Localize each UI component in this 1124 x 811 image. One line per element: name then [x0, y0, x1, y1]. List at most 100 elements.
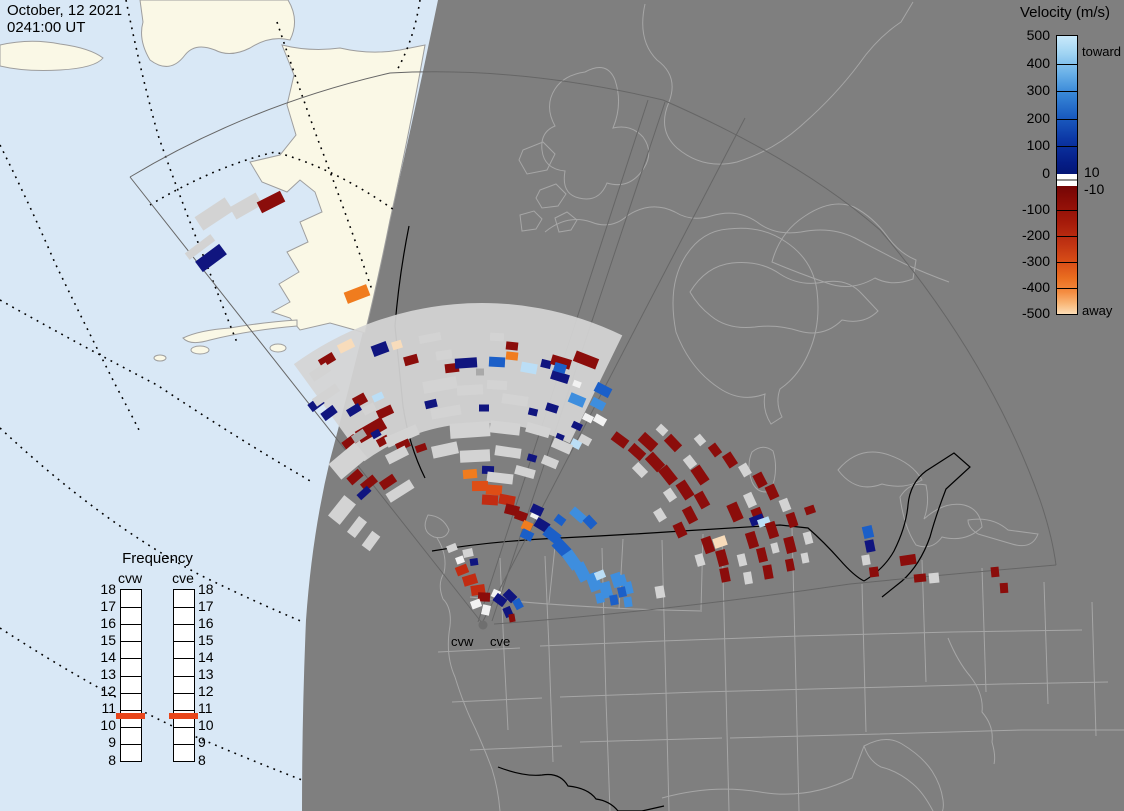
frequency-cell [174, 641, 194, 658]
velocity-cell [501, 393, 529, 407]
velocity-cell [719, 567, 731, 583]
velocity-cell [346, 516, 368, 538]
velocity-cell [498, 493, 516, 507]
frequency-cell [174, 624, 194, 641]
velocity-cell [489, 332, 505, 342]
frequency-cell [174, 607, 194, 624]
map-site-label-cve: cve [490, 634, 511, 649]
velocity-cell [999, 582, 1009, 594]
velocity-cell [454, 563, 470, 577]
land-chukotka-west [0, 40, 104, 71]
velocity-legend-title: Velocity (m/s) [1019, 4, 1110, 21]
velocity-cell [577, 433, 593, 447]
velocity-cell [345, 402, 363, 418]
velocity-cell [681, 505, 699, 525]
frequency-tick-right-13: 13 [198, 666, 214, 682]
velocity-cell [461, 573, 479, 587]
frequency-tick-right-12: 12 [198, 683, 214, 700]
velocity-cell [385, 479, 415, 503]
coast-foxe-basin [689, 262, 879, 334]
coast-arctic-islet-3 [519, 210, 543, 232]
velocity-cell [675, 479, 695, 501]
colorbar-away-gradient [1057, 186, 1077, 314]
velocity-cell [229, 192, 263, 220]
frequency-tick-left-18: 18 [100, 580, 116, 597]
velocity-cell [529, 503, 545, 517]
velocity-tick-300: 300 [1026, 82, 1050, 99]
border-us-mexico [497, 766, 665, 811]
fan-outer-arc [129, 71, 1057, 566]
velocity-cell [593, 569, 607, 581]
velocity-cell [784, 558, 796, 572]
colorbar-toward-gradient [1057, 36, 1077, 174]
radar-site-dot [478, 620, 488, 630]
coast-hudson-bay [672, 227, 819, 425]
velocity-cell [662, 487, 678, 503]
velocity-cell [454, 357, 478, 369]
velocity-cell [184, 234, 216, 260]
velocity-cell [486, 379, 508, 391]
velocity-cell [581, 412, 595, 424]
velocity-cell [762, 564, 774, 580]
velocity-cell [481, 494, 499, 506]
colorbar-tickline-400 [1057, 63, 1077, 65]
velocity-cell [553, 513, 567, 527]
velocity-cell [627, 442, 647, 462]
velocity-cell [861, 525, 875, 539]
colorbar-tickline--300 [1057, 261, 1077, 263]
velocity-cell [489, 420, 521, 436]
velocity-cell [545, 402, 559, 414]
frequency-tick-left-12: 12 [100, 683, 116, 700]
velocity-tick-200: 200 [1026, 109, 1050, 126]
velocity-cell [350, 428, 368, 444]
velocity-cell [672, 521, 688, 539]
coast-pacific [436, 537, 501, 811]
province-borders [469, 533, 704, 612]
velocity-tick-0: 0 [1042, 165, 1050, 181]
velocity-cell [592, 413, 608, 427]
velocity-cell [256, 190, 286, 214]
velocity-cell [418, 332, 442, 344]
frequency-tick-right-17: 17 [198, 597, 214, 614]
velocity-cell [414, 442, 428, 454]
velocity-cell [356, 485, 372, 501]
velocity-cell [589, 396, 607, 412]
velocity-tick-100: 100 [1026, 137, 1050, 154]
velocity-tick-400: 400 [1026, 54, 1050, 71]
velocity-cell [764, 520, 780, 540]
frequency-tick-left-14: 14 [100, 648, 116, 665]
velocity-cell [361, 530, 381, 552]
velocity-cell [928, 572, 940, 584]
lake-michigan-huron [899, 483, 983, 548]
velocity-data-cells [184, 190, 1009, 623]
fan-west-edge [129, 176, 483, 624]
velocity-cell [693, 490, 711, 510]
frequency-cell [174, 675, 194, 693]
frequency-cell [174, 658, 194, 675]
fan-east-bottom-edge [493, 564, 1057, 625]
velocity-cell [868, 566, 880, 578]
colorbar-tickline--200 [1057, 235, 1077, 237]
velocity-cell [990, 566, 1000, 578]
frequency-cell [174, 726, 194, 744]
coast-gulf [661, 745, 865, 799]
velocity-cell [550, 437, 574, 455]
velocity-cell [540, 454, 560, 470]
frequency-tick-left-10: 10 [100, 717, 116, 734]
velocity-cell [617, 586, 627, 598]
velocity-cell [542, 525, 562, 545]
velocity-cell [469, 598, 483, 610]
coast-atlantic [947, 637, 996, 765]
velocity-cell [311, 383, 341, 407]
velocity-cell [492, 592, 508, 608]
velocity-cell [595, 592, 605, 604]
frequency-tick-left-9: 9 [108, 734, 116, 751]
night-coastlines [424, 1, 1124, 811]
velocity-cell [527, 407, 539, 417]
velocity-cell [512, 597, 524, 611]
velocity-cell [480, 604, 492, 616]
velocity-cell [572, 350, 600, 370]
frequency-tick-left-8: 8 [108, 751, 116, 768]
velocity-cell [471, 480, 489, 492]
